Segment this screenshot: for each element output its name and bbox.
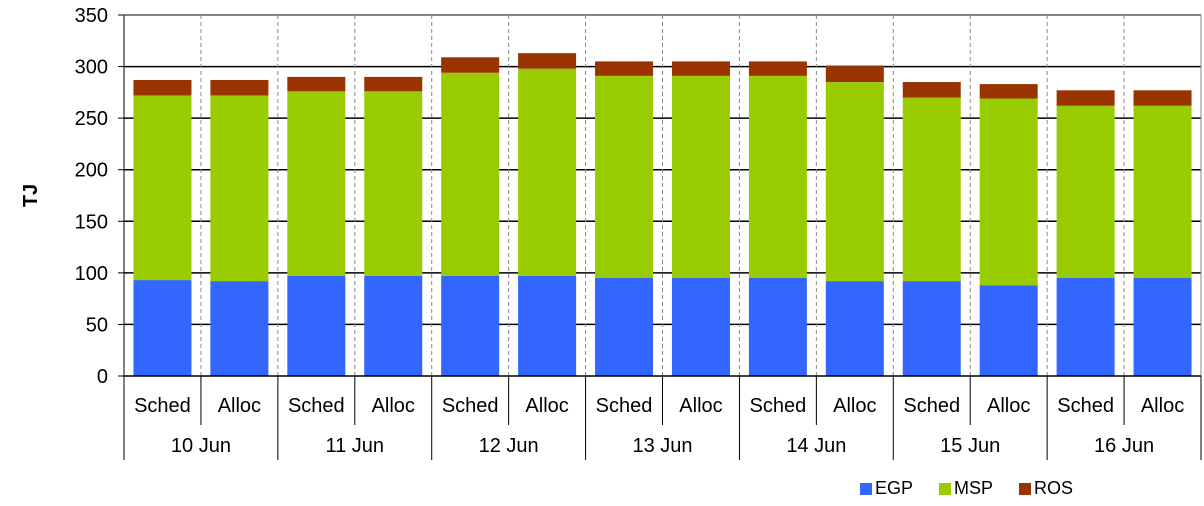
y-tick-label-300: 300 [75,57,108,79]
y-tick-label-150: 150 [75,211,108,233]
bar-ros-10 [902,82,961,98]
bar-egp-6 [595,278,654,376]
bar-msp-0 [133,95,192,281]
bar-egp-12 [1056,278,1115,376]
x-group-label: 14 Jun [786,435,846,457]
bar-msp-7 [671,75,730,279]
x-group-label: 12 Jun [479,435,539,457]
x-category-label-alloc: Alloc [987,395,1030,417]
bar-msp-8 [748,75,807,279]
bar-egp-10 [902,281,961,376]
bar-egp-1 [210,281,269,376]
x-category-label-sched: Sched [1057,395,1114,417]
bar-ros-7 [671,61,730,76]
legend-label-msp: MSP [954,478,994,498]
legend-item-egp: EGP [860,478,913,499]
bar-ros-6 [595,61,654,76]
legend-swatch-egp [860,482,872,495]
x-category-label-alloc: Alloc [525,395,568,417]
y-tick-label-250: 250 [75,108,108,130]
legend-label-ros: ROS [1034,478,1074,498]
bar-ros-12 [1056,90,1115,106]
axes [118,14,1202,460]
y-tick-labels: 0 50 100 150 200 250 300 350 [75,5,108,388]
legend-item-ros: ROS [1019,478,1073,499]
x-group-label: 11 Jun [325,435,384,457]
bar-msp-5 [518,68,577,276]
bar-egp-8 [748,278,807,376]
bar-egp-2 [287,275,346,376]
bar-msp-4 [441,72,500,276]
bar-msp-9 [825,82,884,282]
bar-msp-10 [902,97,961,282]
bar-ros-5 [518,53,577,69]
bar-ros-1 [210,79,269,96]
x-category-label-alloc: Alloc [833,395,876,417]
legend: EGP MSP ROS [860,478,1099,499]
y-tick-label-200: 200 [75,160,108,182]
bar-msp-1 [210,95,269,282]
bar-msp-13 [1133,105,1192,279]
x-category-label-alloc: Alloc [218,395,261,417]
bar-egp-0 [133,280,192,376]
x-group-label: 10 Jun [171,435,231,457]
bar-ros-11 [979,84,1038,99]
x-category-labels: Sched Alloc Sched Alloc Sched Alloc Sched Alloc… [134,395,1184,417]
x-group-labels: 10 Jun 11 Jun 12 Jun 13 Jun 14 Jun 15 Jun 16 J… [171,435,1154,457]
x-category-label-alloc: Alloc [1141,395,1184,417]
x-category-label-sched: Sched [596,395,653,417]
y-tick-label-50: 50 [86,314,108,336]
x-category-label-sched: Sched [442,395,499,417]
x-group-label: 16 Jun [1094,435,1154,457]
x-category-label-alloc: Alloc [372,395,415,417]
x-category-label-sched: Sched [288,395,345,417]
bar-egp-9 [825,281,884,376]
bar-egp-3 [364,275,423,376]
bar-msp-3 [364,91,423,276]
bar-msp-11 [979,98,1038,286]
x-category-label-sched: Sched [134,395,191,417]
bar-msp-6 [595,75,654,279]
legend-item-msp: MSP [939,478,993,499]
x-group-label: 15 Jun [940,435,1000,457]
bar-egp-11 [979,285,1038,376]
bars [133,53,1192,376]
y-tick-label-0: 0 [97,366,108,388]
y-tick-label-350: 350 [75,5,108,27]
y-axis-label: TJ [20,184,42,207]
x-group-label: 13 Jun [632,435,692,457]
bar-ros-0 [133,79,192,96]
bar-ros-2 [287,76,346,92]
x-category-label-alloc: Alloc [679,395,722,417]
bar-ros-3 [364,76,423,92]
bar-egp-4 [441,275,500,376]
x-category-label-sched: Sched [750,395,807,417]
bar-ros-13 [1133,90,1192,106]
bar-ros-4 [441,57,500,73]
bar-ros-9 [825,65,884,83]
bar-egp-13 [1133,278,1192,376]
legend-label-egp: EGP [875,478,914,498]
bar-ros-8 [748,61,807,76]
legend-swatch-ros [1019,482,1032,495]
bar-msp-12 [1056,105,1115,279]
bar-egp-5 [518,275,577,376]
x-category-label-sched: Sched [903,395,960,417]
y-tick-label-100: 100 [75,263,108,285]
bar-egp-7 [671,278,730,376]
bar-msp-2 [287,91,346,276]
legend-swatch-msp [939,482,952,495]
